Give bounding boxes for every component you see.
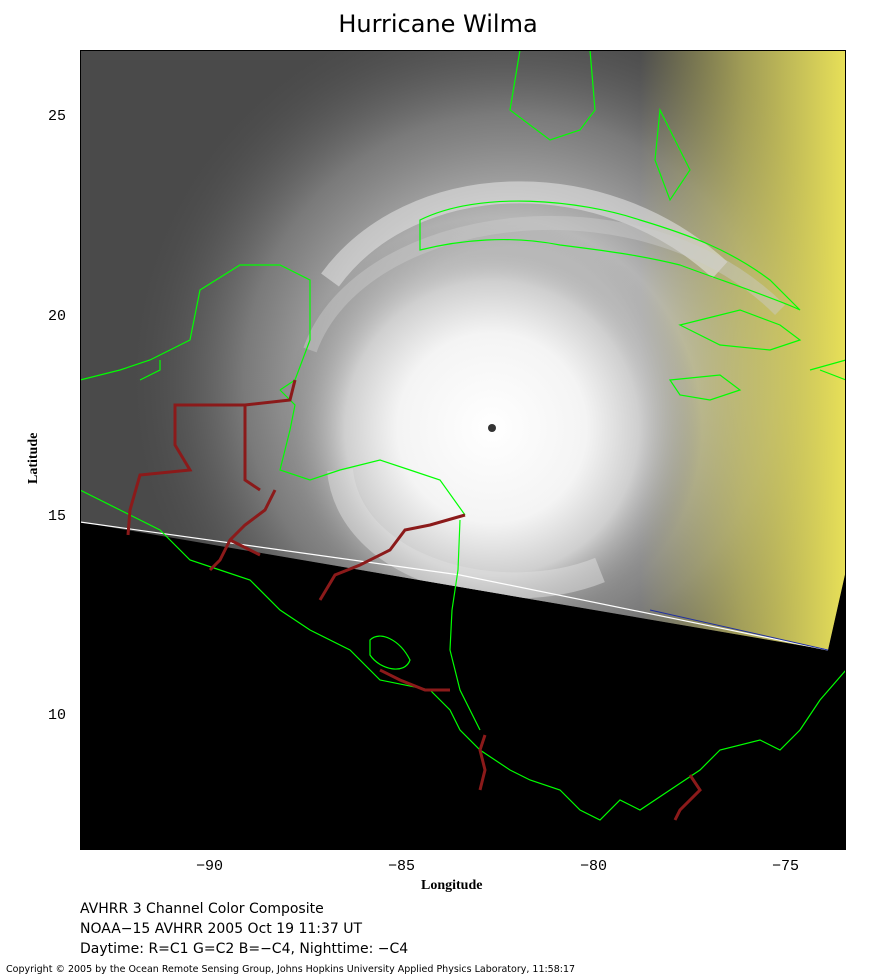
daytime-imagery — [80, 50, 846, 650]
country-borders — [126, 379, 702, 821]
copyright-notice: Copyright © 2005 by the Ocean Remote Sen… — [6, 964, 576, 975]
x-tick-label: −90 — [196, 858, 224, 875]
y-tick-label: 15 — [48, 508, 67, 525]
caption-line: Daytime: R=C1 G=C2 B=−C4, Nighttime: −C4 — [80, 941, 409, 957]
x-tick-label: −85 — [388, 858, 416, 875]
swath-edge-line — [80, 521, 829, 651]
y-axis-label: Latitude — [26, 432, 41, 484]
caption-line: AVHRR 3 Channel Color Composite — [80, 901, 324, 917]
x-tick-label: −80 — [580, 858, 608, 875]
y-tick-label: 20 — [48, 308, 67, 325]
caption-line: NOAA−15 AVHRR 2005 Oct 19 11:37 UT — [80, 921, 363, 937]
y-tick-label: 25 — [48, 108, 67, 125]
satellite-image — [80, 50, 846, 850]
y-tick-label: 10 — [48, 707, 67, 724]
x-tick-label: −75 — [772, 858, 800, 875]
map-title: Hurricane Wilma — [338, 10, 538, 38]
x-axis-label: Longitude — [421, 878, 483, 893]
coastlines — [80, 50, 846, 821]
map-canvas — [80, 50, 846, 821]
